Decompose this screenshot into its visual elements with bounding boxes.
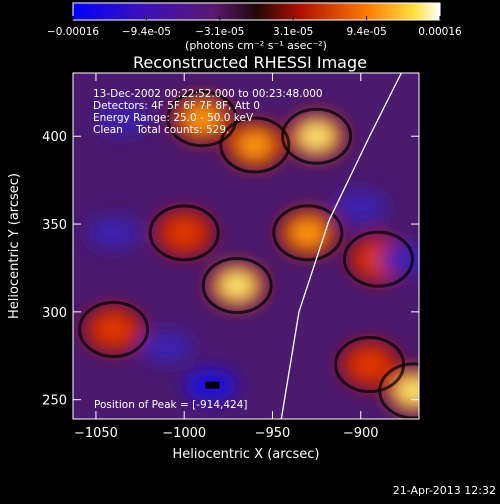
colorbar-units-label: (photons cm⁻² s⁻¹ asec⁻²) xyxy=(185,39,327,52)
hot-region-core xyxy=(183,104,220,133)
cold-peak-marker xyxy=(205,381,220,389)
colorbar-tick-label: 0.00016 xyxy=(418,26,462,38)
colorbar-ticks: −0.00016 −9.4e-05 −3.1e-05 3.1e-05 9.4e-05 0.… xyxy=(47,16,462,38)
y-tick-label: 250 xyxy=(42,394,67,409)
contour-ring xyxy=(281,107,353,165)
contour-ring xyxy=(148,204,220,262)
contour-ring xyxy=(78,300,150,358)
colorbar-tick-label: −0.00016 xyxy=(47,26,100,38)
hot-region-core xyxy=(351,350,388,379)
x-tick-label: −900 xyxy=(343,426,379,441)
contour-ring xyxy=(201,257,273,315)
timestamp: 21-Apr-2013 12:32 xyxy=(393,484,496,497)
contour-ring xyxy=(378,362,419,419)
contour-ring xyxy=(219,116,291,174)
x-tick-label: −1000 xyxy=(162,426,206,441)
info-line-3: Energy Range: 25.0 - 50.0 keV xyxy=(93,112,254,124)
solar-limb-curve xyxy=(280,73,402,419)
cold-region xyxy=(140,330,193,363)
colorbar-tick-label: 3.1e-05 xyxy=(273,26,313,38)
y-tick-label: 300 xyxy=(42,306,67,321)
plot-frame xyxy=(72,72,420,420)
cold-region xyxy=(378,243,419,276)
hot-region-core xyxy=(236,131,273,160)
cold-region xyxy=(87,216,140,249)
axis-ticks: −1050 −1000 −950 −900 250 300 350 400 xyxy=(42,73,419,441)
info-line-2: Detectors: 4F 5F 6F 7F 8F, Att 0 xyxy=(93,100,260,112)
colorbar-tick-label: −3.1e-05 xyxy=(195,26,244,38)
y-tick-label: 400 xyxy=(42,130,67,145)
x-tick-label: −1050 xyxy=(74,426,118,441)
image-area xyxy=(73,73,419,419)
colorbar-tick-label: 9.4e-05 xyxy=(346,26,386,38)
y-axis-label: Heliocentric Y (arcsec) xyxy=(7,173,22,319)
hot-region-core xyxy=(166,218,203,247)
peak-position-label: Position of Peak = [-914,424] xyxy=(94,399,248,411)
info-line-1: 13-Dec-2002 00:22:52.000 to 00:23:48.000 xyxy=(93,88,323,100)
hot-region-core xyxy=(219,271,256,300)
contour-ring xyxy=(342,230,414,288)
hot-region-core xyxy=(95,315,132,344)
colorbar xyxy=(72,2,441,21)
hot-region-core xyxy=(289,218,326,247)
colorbar-tick-label: −9.4e-05 xyxy=(122,26,171,38)
info-line-4: Clean Total counts: 529. xyxy=(93,124,229,136)
x-tick-label: −950 xyxy=(255,426,291,441)
contour-ring xyxy=(272,204,344,262)
x-axis-label: Heliocentric X (arcsec) xyxy=(173,447,320,462)
plot-title: Reconstructed RHESSI Image xyxy=(133,53,367,72)
cold-region xyxy=(96,102,149,135)
cold-region xyxy=(334,190,387,223)
hot-region-core xyxy=(395,376,419,405)
y-tick-label: 350 xyxy=(42,218,67,233)
hot-region-core xyxy=(298,122,335,151)
contour-ring xyxy=(166,90,238,148)
